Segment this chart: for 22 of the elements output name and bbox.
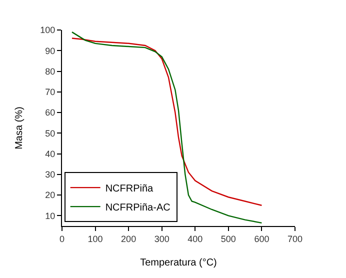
x-axis-title: Temperatura (°C) bbox=[140, 257, 217, 268]
y-tick-label: 70 bbox=[45, 87, 56, 98]
y-tick-label: 100 bbox=[40, 25, 56, 36]
y-tick-label: 60 bbox=[45, 108, 56, 118]
legend-label: NCFRPiña bbox=[105, 183, 154, 194]
x-tick-label: 700 bbox=[287, 234, 303, 244]
y-axis-title: Masa (%) bbox=[14, 106, 26, 150]
y-tick-label: 50 bbox=[45, 128, 56, 138]
y-tick-label: 90 bbox=[45, 46, 56, 56]
y-tick-label: 40 bbox=[45, 148, 56, 159]
y-tick-label: 10 bbox=[45, 210, 56, 221]
y-tick-label: 30 bbox=[45, 170, 56, 180]
y-tick-label: 80 bbox=[45, 66, 56, 76]
x-tick-label: 100 bbox=[88, 234, 103, 244]
x-tick-label: 300 bbox=[154, 234, 170, 244]
x-tick-label: 400 bbox=[188, 234, 203, 244]
x-tick-label: 0 bbox=[59, 234, 65, 244]
x-tick-label: 200 bbox=[121, 234, 136, 244]
x-tick-label: 500 bbox=[220, 234, 236, 244]
y-tick-label: 20 bbox=[45, 190, 56, 200]
x-tick-label: 600 bbox=[254, 234, 270, 244]
legend-label: NCFRPiña-AC bbox=[105, 202, 170, 214]
